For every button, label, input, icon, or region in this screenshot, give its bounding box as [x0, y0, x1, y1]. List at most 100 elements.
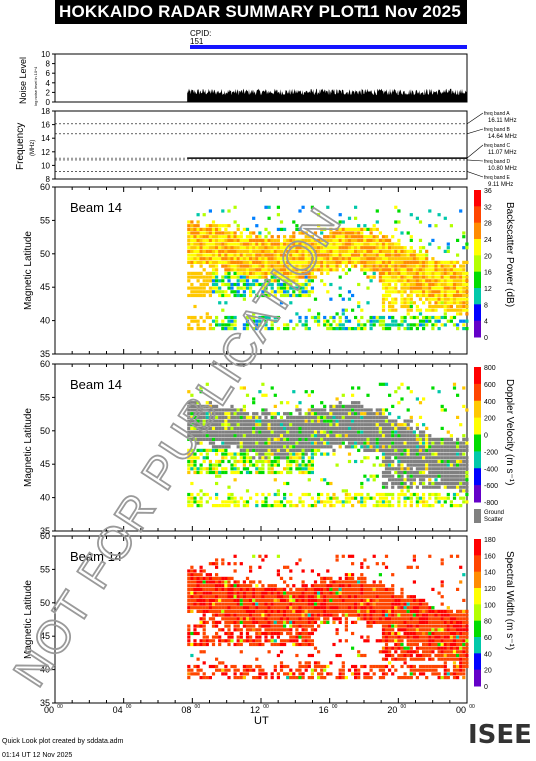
heatmap-cell [236, 613, 240, 617]
heatmap-cell [381, 282, 386, 287]
heatmap-cell [369, 279, 373, 283]
heatmap-cell [317, 213, 321, 217]
heatmap-cell [199, 587, 203, 591]
heatmap-cell [208, 595, 212, 599]
heatmap-cell [465, 242, 469, 246]
heatmap-cell [360, 613, 364, 617]
heatmap-cell [381, 408, 386, 412]
heatmap-cell [338, 591, 342, 595]
heatmap-cell [301, 452, 305, 456]
heatmap-cell [360, 315, 364, 320]
heatmap-cell [227, 485, 231, 489]
heatmap-cell [443, 290, 447, 294]
heatmap-cell [190, 642, 194, 647]
heatmap-cell [443, 297, 447, 301]
heatmap-cell [384, 445, 389, 449]
heatmap-cell [409, 301, 413, 305]
heatmap-cell [418, 286, 423, 290]
heatmap-cell [323, 576, 327, 580]
heatmap-cell [224, 293, 228, 298]
heatmap-cell [276, 504, 280, 508]
heatmap-cell [400, 657, 404, 661]
heatmap-cell [236, 293, 240, 298]
heatmap-cell [193, 290, 197, 294]
heatmap-cell [190, 434, 194, 438]
heatmap-cell [344, 253, 348, 257]
heatmap-cell [196, 470, 200, 475]
heatmap-cell [465, 408, 469, 412]
heatmap-cell [452, 293, 457, 298]
heatmap-cell [409, 308, 413, 312]
heatmap-cell [307, 441, 311, 445]
heatmap-cell [381, 620, 386, 624]
heatmap-cell [279, 587, 284, 591]
heatmap-cell [381, 242, 386, 246]
heatmap-cell [218, 408, 222, 412]
heatmap-cell [326, 249, 330, 253]
heatmap-cell [459, 293, 463, 298]
heatmap-cell [273, 628, 277, 632]
heatmap-cell [283, 419, 287, 423]
heatmap-cell [335, 415, 339, 419]
heatmap-cell [292, 257, 296, 261]
heatmap-cell [264, 327, 268, 331]
heatmap-cell [418, 478, 423, 482]
heatmap-cell [270, 419, 274, 423]
heatmap-cell [190, 423, 194, 427]
heatmap-cell [344, 246, 348, 250]
heatmap-cell [261, 253, 265, 257]
heatmap-cell [227, 598, 231, 602]
freq-tick-label: 8 [46, 175, 51, 184]
heatmap-cell [270, 631, 274, 636]
heatmap-cell [199, 271, 203, 275]
heatmap-cell [267, 445, 271, 449]
heatmap-cell [329, 584, 333, 588]
heatmap-cell [320, 260, 324, 264]
heatmap-cell [449, 437, 453, 441]
heatmap-cell [211, 430, 216, 434]
heatmap-cell [310, 459, 314, 464]
heatmap-cell [341, 308, 345, 312]
heatmap-cell [292, 635, 296, 639]
heatmap-cell [276, 260, 280, 264]
heatmap-cell [190, 496, 194, 500]
heatmap-cell [412, 672, 416, 676]
heatmap-cell [378, 463, 382, 467]
heatmap-cell [465, 304, 469, 309]
heatmap-cell [276, 573, 280, 577]
heatmap-cell [289, 452, 293, 456]
heatmap-cell [403, 672, 407, 676]
heatmap-cell [329, 235, 333, 239]
heatmap-cell [384, 437, 389, 441]
heatmap-cell [239, 434, 243, 438]
heatmap-cell [239, 293, 243, 298]
heatmap-cell [273, 315, 277, 320]
heatmap-cell [286, 275, 290, 279]
heatmap-cell [279, 631, 284, 636]
colorbar-segment [474, 400, 481, 419]
heatmap-cell [422, 257, 426, 261]
heatmap-cell [372, 591, 376, 595]
heatmap-cell [215, 573, 219, 577]
heatmap-cell [381, 430, 386, 434]
heatmap-cell [289, 470, 293, 475]
heatmap-cell [279, 598, 284, 602]
heatmap-cell [360, 404, 364, 408]
heatmap-cell [412, 580, 416, 584]
heatmap-cell [310, 290, 314, 294]
heatmap-cell [261, 246, 265, 250]
heatmap-cell [397, 474, 401, 478]
heatmap-cell [391, 257, 395, 261]
heatmap-cell [218, 238, 222, 242]
heatmap-cell [276, 315, 280, 320]
heatmap-cell [190, 227, 194, 231]
heatmap-cells [187, 205, 469, 331]
heatmap-cell [431, 304, 435, 309]
heatmap-cell [462, 463, 466, 467]
heatmap-cell [273, 404, 277, 408]
heatmap-cell [400, 286, 404, 290]
heatmap-cell [357, 591, 361, 595]
heatmap-cell [239, 253, 243, 257]
heatmap-cell [406, 423, 410, 427]
heatmap-cell [412, 290, 416, 294]
